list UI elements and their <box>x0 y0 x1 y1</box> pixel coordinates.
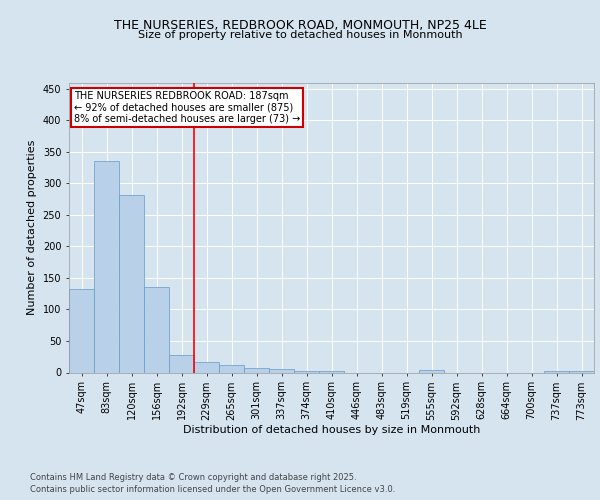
X-axis label: Distribution of detached houses by size in Monmouth: Distribution of detached houses by size … <box>183 425 480 435</box>
Bar <box>269 370 294 372</box>
Bar <box>419 370 444 372</box>
Text: Contains public sector information licensed under the Open Government Licence v3: Contains public sector information licen… <box>30 485 395 494</box>
Bar <box>194 362 219 372</box>
Text: THE NURSERIES REDBROOK ROAD: 187sqm
← 92% of detached houses are smaller (875)
8: THE NURSERIES REDBROOK ROAD: 187sqm ← 92… <box>74 91 301 124</box>
Bar <box>569 370 594 372</box>
Text: Contains HM Land Registry data © Crown copyright and database right 2025.: Contains HM Land Registry data © Crown c… <box>30 472 356 482</box>
Y-axis label: Number of detached properties: Number of detached properties <box>27 140 37 315</box>
Bar <box>244 368 269 372</box>
Bar <box>294 370 319 372</box>
Bar <box>94 162 119 372</box>
Bar <box>169 355 194 372</box>
Bar <box>119 196 144 372</box>
Bar <box>69 288 94 372</box>
Bar <box>544 370 569 372</box>
Text: THE NURSERIES, REDBROOK ROAD, MONMOUTH, NP25 4LE: THE NURSERIES, REDBROOK ROAD, MONMOUTH, … <box>113 19 487 32</box>
Bar <box>144 288 169 372</box>
Bar <box>219 365 244 372</box>
Bar <box>319 371 344 372</box>
Text: Size of property relative to detached houses in Monmouth: Size of property relative to detached ho… <box>137 30 463 40</box>
